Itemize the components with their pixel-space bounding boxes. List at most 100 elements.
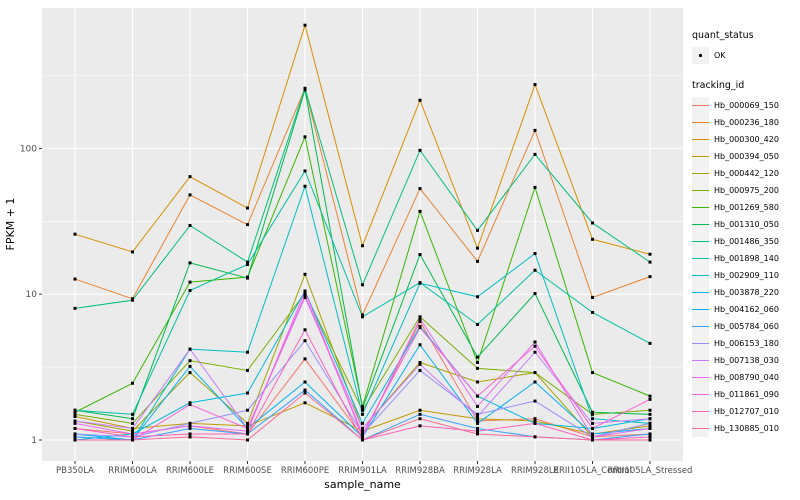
data-point [188,359,192,363]
data-point [73,306,77,310]
data-point [361,406,364,410]
data-point [188,424,192,428]
series-color-line-icon [692,138,709,141]
legend-item-Hb_004162_060: Hb_004162_060 [692,301,800,318]
x-tick-label: RRII105LA_Stressed [608,466,692,476]
data-point [533,152,537,156]
data-point [418,98,422,102]
data-point [131,250,134,254]
data-point [591,371,594,375]
data-point [648,252,652,256]
legend-item-Hb_001310_050: Hb_001310_050 [692,216,800,233]
x-tick-label: RRIM600LE [166,466,214,476]
data-point [533,83,537,87]
series-color-line-icon [692,240,709,243]
data-point [418,326,422,330]
legend-key-swatch [692,335,709,352]
data-point [303,184,307,188]
data-point [476,404,479,408]
legend-key-swatch [692,97,709,114]
data-point [533,292,537,296]
data-point [131,381,134,385]
data-point [476,414,479,418]
legend-label: Hb_130885_010 [714,424,779,433]
data-point [418,317,422,321]
data-point [418,281,422,285]
x-tick-label: RRII105LA_Control [553,466,632,476]
legend-label: Hb_005784_060 [714,322,779,331]
data-point [188,432,192,436]
legend-key-swatch [692,131,709,148]
legend-key-swatch [692,267,709,284]
legend-item-Hb_003878_220: Hb_003878_220 [692,284,800,301]
legend-key-swatch [692,386,709,403]
data-point [246,206,249,210]
data-point [648,412,652,416]
data-point [476,259,479,263]
data-point [361,435,364,439]
data-point [188,261,192,265]
data-point [188,175,192,179]
legend-item-Hb_000069_150: Hb_000069_150 [692,97,800,114]
legend-tracking-items: Hb_000069_150 Hb_000236_180 Hb_000300_420 H… [692,97,800,437]
data-point [476,295,479,299]
data-point [361,244,364,248]
ok-point-icon [698,53,703,58]
data-point [188,347,192,351]
x-tick-label: RRIM600PE [281,466,329,476]
data-point [303,380,307,384]
data-point [418,424,422,428]
y-tick-label: 1 [31,436,37,446]
data-point [303,169,307,173]
data-point [476,322,479,326]
data-point [246,391,249,395]
data-point [303,23,307,27]
data-point [188,223,192,227]
legend-key-swatch [692,199,709,216]
legend-label: Hb_000069_150 [714,101,779,110]
data-point [533,252,537,256]
data-point [73,408,77,412]
data-point [246,438,249,442]
data-point [418,412,422,416]
x-tick-label: RRIM928LE [511,466,559,476]
data-point [303,291,307,295]
data-point [533,185,537,189]
data-point [591,426,594,430]
legend-item-Hb_006153_180: Hb_006153_180 [692,335,800,352]
data-point [591,438,594,442]
data-point [476,366,479,370]
data-point [73,438,77,442]
data-point [188,289,192,293]
data-point [648,275,652,279]
data-point [533,435,537,439]
legend-key-swatch [692,165,709,182]
series-color-line-icon [692,410,709,413]
data-point [648,424,652,428]
legend-key-swatch [692,216,709,233]
data-point [361,315,364,319]
legend-item-Hb_005784_060: Hb_005784_060 [692,318,800,335]
series-color-line-icon [692,291,709,294]
data-point [303,401,307,405]
data-point [131,432,134,436]
data-point [246,424,249,428]
data-point [418,148,422,152]
series-color-line-icon [692,427,709,430]
legend-label: Hb_007138_030 [714,356,779,365]
data-point [476,419,479,423]
legend-item-Hb_000975_200: Hb_000975_200 [692,182,800,199]
legend-item-Hb_000394_050: Hb_000394_050 [692,148,800,165]
legend-item-Hb_001269_580: Hb_001269_580 [692,199,800,216]
x-tick-label: PB350LA [56,466,94,476]
data-point [246,432,249,436]
y-tick-label: 100 [20,144,37,154]
legend-label: Hb_001486_350 [714,237,779,246]
data-point [418,362,422,366]
data-point [591,310,594,314]
data-point [361,421,364,425]
data-point [188,401,192,405]
plot-area: 1 10 100 PB350LA RRIM600LA RRIM600LE RRIM600SE… [4,8,692,491]
y-tick-label: 10 [26,290,38,300]
data-point [648,421,652,425]
